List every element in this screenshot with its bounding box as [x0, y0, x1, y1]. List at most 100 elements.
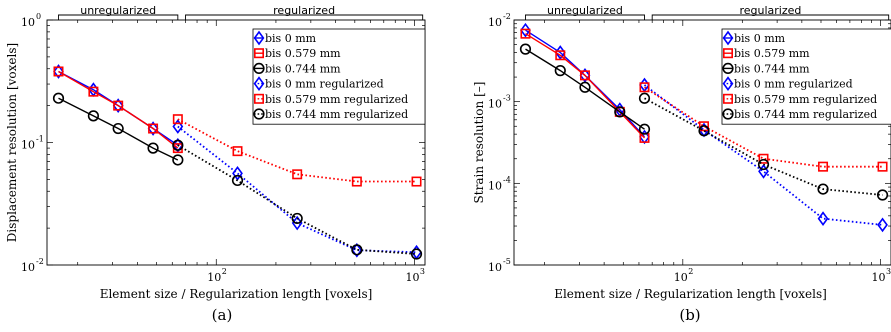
data-point-square — [113, 100, 124, 111]
data-point-circle — [291, 212, 303, 225]
y-tick-label: 10 — [488, 261, 502, 274]
y-tick-label: 10 — [488, 98, 502, 111]
regularized-bracket — [651, 14, 890, 20]
data-point-circle — [579, 81, 591, 93]
legend-label: bis 0.744 mm regularized — [734, 108, 877, 121]
legend-label: bis 0 mm regularized — [265, 78, 384, 91]
data-point-circle — [614, 106, 626, 118]
minor-ticks — [47, 19, 425, 266]
legend-box — [721, 28, 891, 125]
regularized-bracket — [185, 14, 424, 20]
data-point-square — [53, 66, 64, 77]
data-point-circle — [698, 125, 710, 137]
data-point-circle — [52, 92, 65, 104]
y-axis-label: Strain resolution [–] — [472, 82, 486, 204]
series-1 — [53, 66, 183, 154]
data-point-circle — [519, 43, 532, 55]
y-tick-label: 10 — [21, 139, 35, 152]
legend-marker-diamond — [722, 76, 734, 91]
legend-marker-diamond — [253, 30, 265, 46]
data-point-square — [639, 82, 650, 93]
x-tick-label-exponent: 3 — [886, 267, 891, 276]
unregularized-label: unregularized — [547, 4, 623, 17]
legend-label: bis 0.744 mm — [734, 62, 810, 75]
x-tick-label: 10 — [872, 271, 886, 284]
series-4 — [172, 114, 422, 187]
data-point-circle — [172, 139, 184, 151]
legend-marker-square — [254, 93, 265, 104]
data-point-circle — [231, 174, 244, 187]
data-point-diamond — [53, 64, 64, 79]
data-point-square — [232, 146, 243, 157]
x-tick-label: 10 — [207, 271, 221, 284]
legend-label: bis 0 mm — [734, 32, 786, 45]
plot-frame — [513, 19, 891, 266]
series-5 — [638, 92, 889, 201]
data-point-square — [148, 123, 159, 134]
legend: bis 0 mm bis 0.579 mm bis 0.744 mm bis 0 mm… — [721, 28, 891, 125]
x-tick-label: 10 — [405, 271, 419, 284]
x-tick-label-exponent: 2 — [688, 267, 693, 276]
data-point-square — [579, 70, 590, 81]
data-point-square — [520, 28, 531, 39]
y-axis-label: Displacement resolution [voxels] — [5, 43, 19, 242]
legend-marker-diamond — [253, 76, 265, 91]
y-tick-label-exponent: -5 — [503, 257, 511, 266]
series-line — [644, 97, 883, 196]
data-point-circle — [817, 183, 829, 195]
legend-label: bis 0.579 mm regularized — [734, 93, 877, 106]
y-tick-label-exponent: -4 — [503, 175, 511, 184]
legend: bis 0 mm bis 0.579 mm bis 0.744 mm bis 0 mm… — [252, 28, 426, 125]
regularized-label: regularized — [739, 4, 801, 17]
x-tick-label-exponent: 3 — [420, 267, 425, 276]
data-point-circle — [638, 123, 651, 135]
series-line — [177, 125, 417, 254]
legend-marker-circle — [722, 62, 734, 75]
data-point-circle — [757, 158, 770, 171]
x-axis-label: Element size / Regularization length [vo… — [100, 287, 373, 301]
legend-marker-circle — [253, 108, 265, 120]
series-5 — [172, 139, 423, 260]
series-2 — [519, 43, 651, 135]
regularized-label: regularized — [273, 4, 335, 17]
legend-label: bis 0.744 mm regularized — [265, 108, 408, 121]
legend-label: bis 0 mm — [265, 32, 317, 45]
data-point-circle — [638, 92, 651, 104]
data-point-square — [555, 50, 566, 61]
data-point-diamond — [411, 244, 422, 260]
legend-label: bis 0.579 mm regularized — [265, 93, 408, 106]
legend-marker-square — [254, 48, 265, 59]
legend-label: bis 0.744 mm — [265, 62, 341, 75]
y-tick-label-exponent: -3 — [503, 94, 511, 103]
series-2 — [52, 92, 184, 166]
legend-box — [252, 28, 426, 125]
data-point-circle — [876, 189, 889, 201]
data-point-square — [411, 176, 422, 187]
legend-label: bis 0.579 mm — [265, 47, 341, 60]
data-point-square — [818, 161, 829, 172]
data-point-square — [88, 86, 99, 97]
data-point-diamond — [817, 211, 829, 226]
series-line — [525, 48, 645, 130]
series-3 — [172, 119, 422, 260]
data-point-diamond — [639, 77, 650, 93]
series-line — [525, 33, 646, 139]
y-tick-label-exponent: 0 — [36, 12, 41, 21]
x-axis-label: Element size / Regularization length [vo… — [554, 287, 827, 301]
data-point-square — [351, 176, 362, 187]
legend-marker-circle — [253, 62, 265, 75]
data-point-circle — [410, 248, 423, 260]
data-point-square — [699, 121, 710, 132]
series-0 — [520, 22, 650, 145]
y-tick-label-exponent: -1 — [36, 135, 44, 144]
data-point-diamond — [877, 217, 888, 233]
series-0 — [53, 64, 184, 153]
panel-label: (a) — [212, 306, 233, 324]
panel-label: (b) — [679, 306, 700, 324]
data-point-diamond — [758, 164, 769, 179]
legend-marker-diamond — [722, 30, 734, 46]
data-point-square — [877, 161, 888, 172]
